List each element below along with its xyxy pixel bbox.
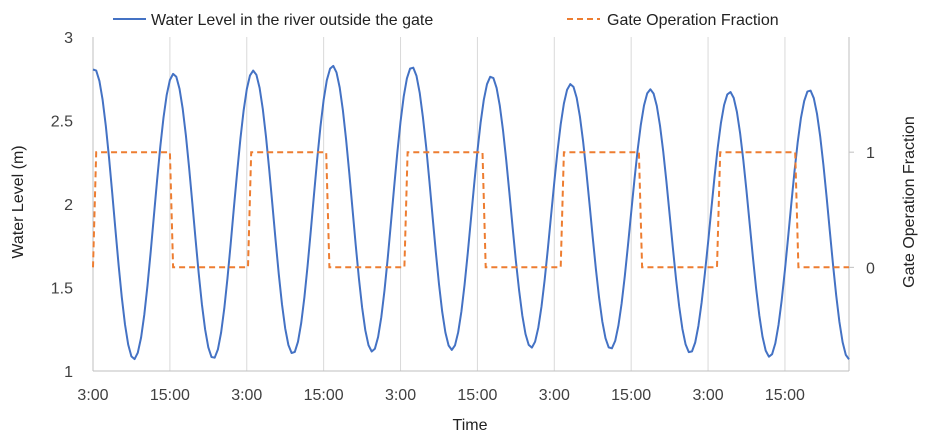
y-tick-label-2: 2 bbox=[64, 197, 73, 214]
series-water-level-line bbox=[92, 64, 850, 361]
y-tick-label-0: 1 bbox=[64, 364, 73, 381]
legend-label-water-level: Water Level in the river outside the gat… bbox=[151, 12, 433, 29]
y-tick-label-1: 1.5 bbox=[51, 281, 73, 298]
legend: Water Level in the river outside the gat… bbox=[113, 12, 779, 29]
x-tick-label-3: 15:00 bbox=[304, 387, 344, 404]
y-axis-title: Water Level (m) bbox=[10, 145, 27, 258]
y2-axis-title: Gate Operation Fraction bbox=[901, 116, 918, 288]
x-tick-label-5: 15:00 bbox=[457, 387, 497, 404]
x-tick-label-4: 3:00 bbox=[385, 387, 416, 404]
x-tick-label-2: 3:00 bbox=[231, 387, 262, 404]
x-axis-title: Time bbox=[453, 417, 488, 434]
y-tick-label-3: 2.5 bbox=[51, 114, 73, 131]
x-tick-label-6: 3:00 bbox=[539, 387, 570, 404]
x-tick-label-9: 15:00 bbox=[765, 387, 805, 404]
y2-tick-label-1: 1 bbox=[866, 145, 875, 162]
y2-tick-label-0: 0 bbox=[866, 260, 875, 277]
series-layer bbox=[92, 64, 850, 361]
x-tick-label-7: 15:00 bbox=[611, 387, 651, 404]
x-tick-label-8: 3:00 bbox=[692, 387, 723, 404]
legend-label-gate-fraction: Gate Operation Fraction bbox=[607, 12, 779, 29]
x-tick-label-1: 15:00 bbox=[150, 387, 190, 404]
y-tick-label-4: 3 bbox=[64, 30, 73, 47]
x-tick-label-0: 3:00 bbox=[77, 387, 108, 404]
